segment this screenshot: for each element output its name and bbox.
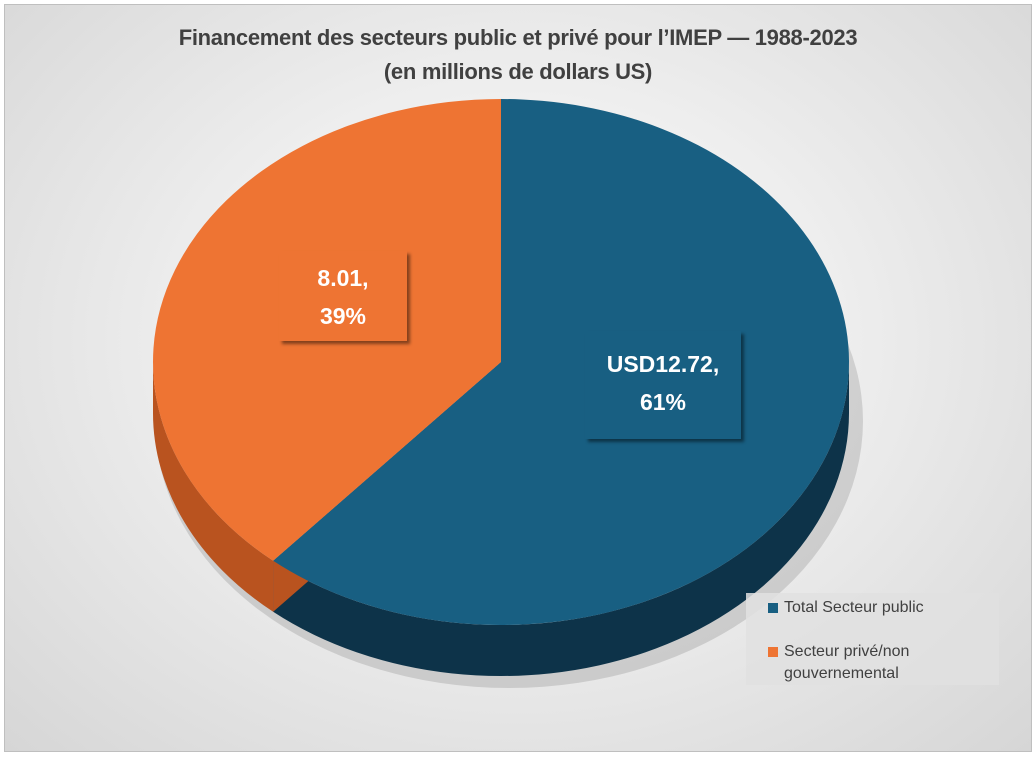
data-label-value: 8.01, bbox=[317, 265, 369, 291]
data-label-private: 8.01, 39% bbox=[279, 251, 407, 341]
data-label-value: USD12.72, bbox=[606, 351, 720, 377]
legend-swatch bbox=[768, 603, 778, 613]
pie-slice-0 bbox=[273, 99, 849, 625]
legend-item-private: Secteur privé/non gouvernemental bbox=[768, 641, 974, 685]
chart-area: Financement des secteurs public et privé… bbox=[4, 4, 1032, 752]
data-label-percent: 61% bbox=[639, 389, 687, 415]
chart-subtitle: (en millions de dollars US) bbox=[383, 59, 653, 84]
legend-label: Total Secteur public bbox=[784, 599, 924, 616]
legend: Total Secteur public Secteur privé/non g… bbox=[746, 593, 999, 685]
pie-side-1 bbox=[153, 362, 274, 612]
legend-swatch bbox=[768, 647, 778, 657]
legend-label: Secteur privé/non gouvernemental bbox=[784, 643, 910, 682]
chart-title: Financement des secteurs public et privé… bbox=[178, 25, 858, 50]
pie-side-0 bbox=[273, 362, 849, 677]
legend-item-public: Total Secteur public bbox=[768, 597, 924, 619]
data-label-percent: 39% bbox=[319, 303, 367, 329]
data-label-public: USD12.72, 61% bbox=[585, 331, 741, 439]
